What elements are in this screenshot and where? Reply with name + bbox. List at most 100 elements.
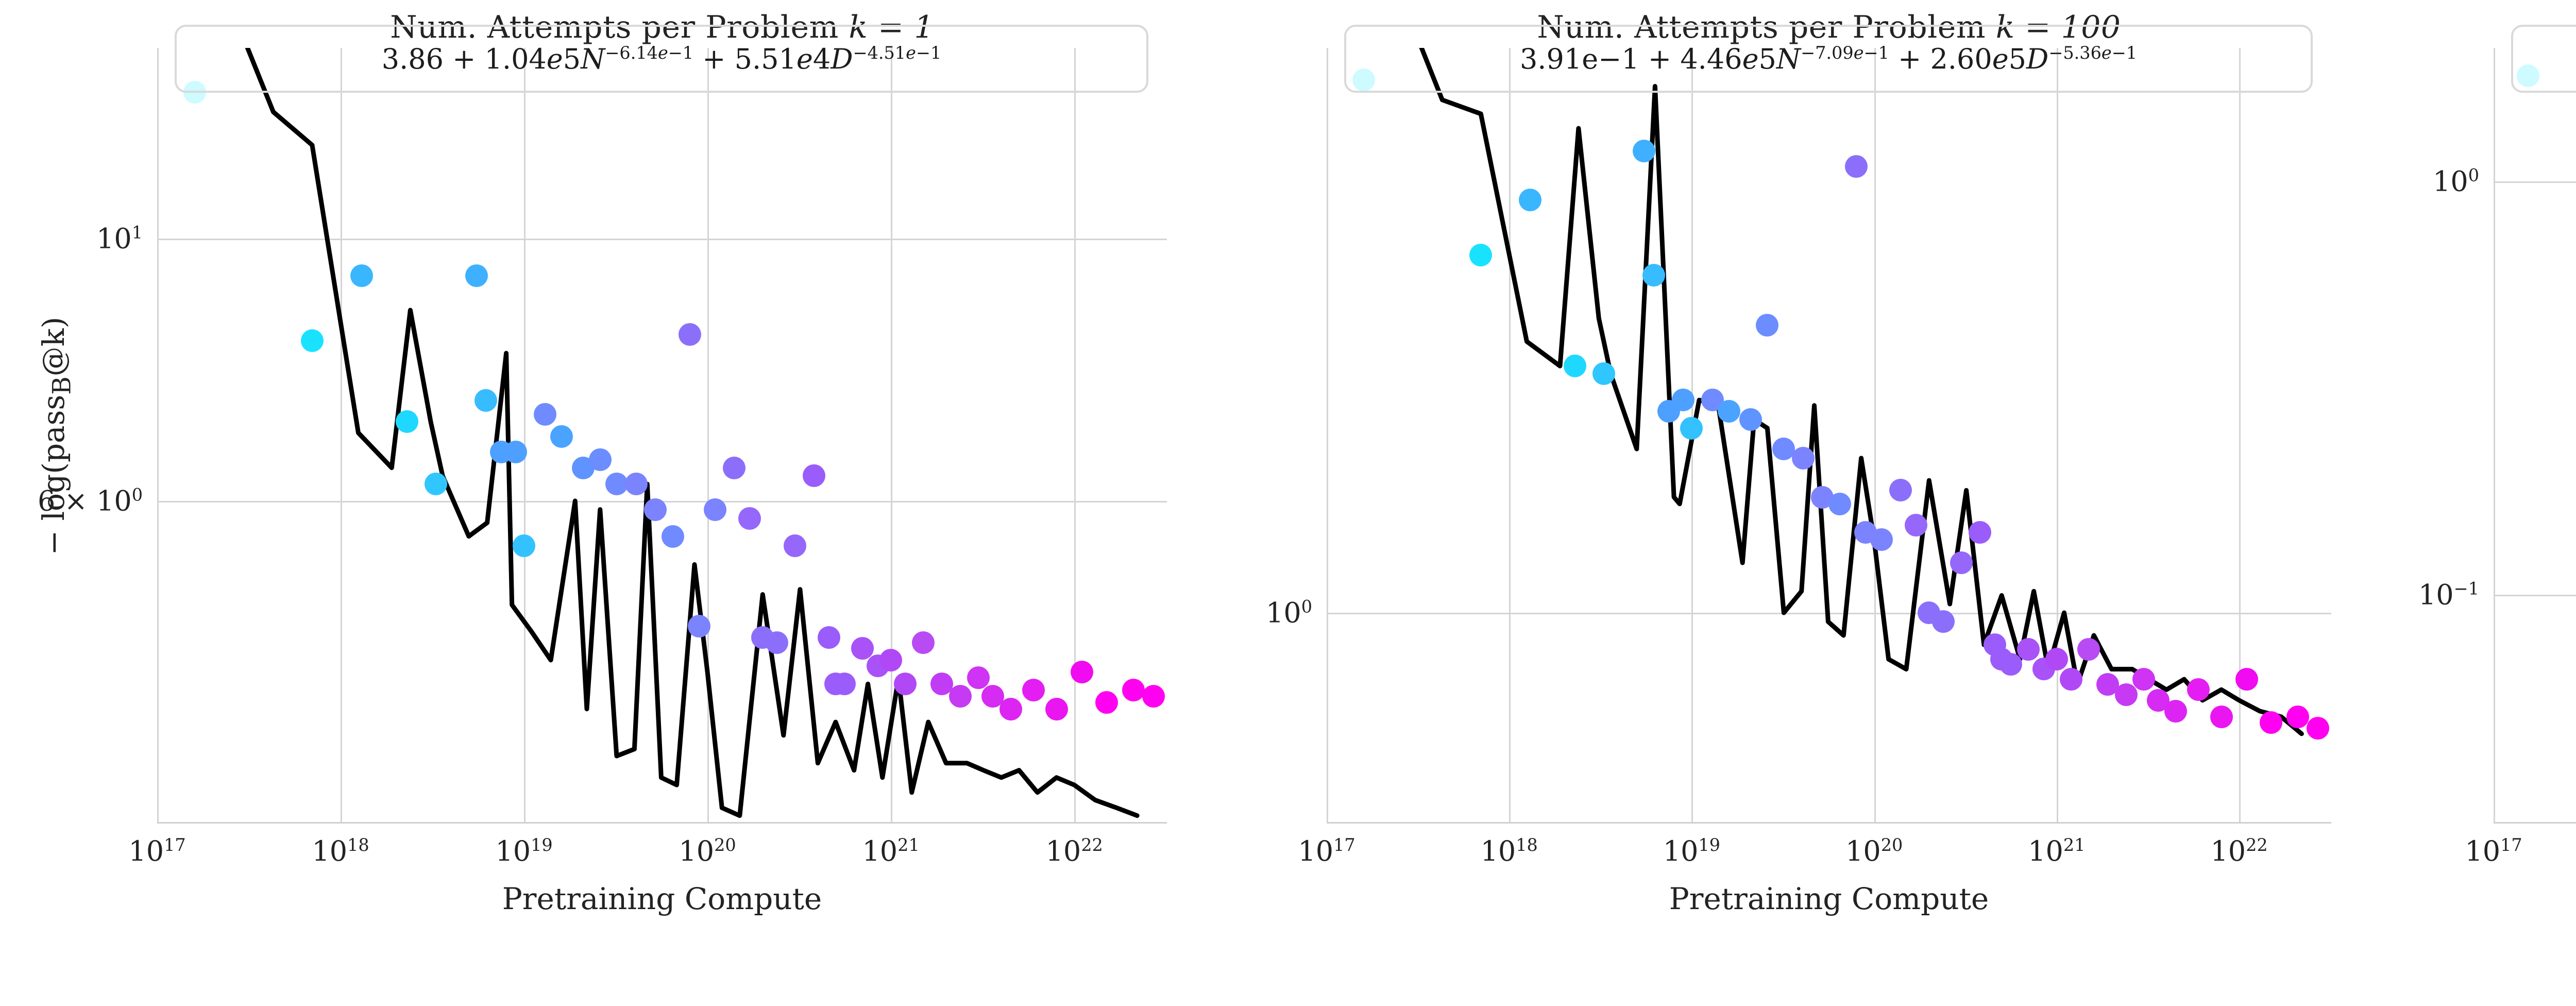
data-point xyxy=(1642,264,1665,287)
data-point xyxy=(2132,668,2155,691)
data-point xyxy=(2045,648,2068,671)
y-tick-label: 100 xyxy=(2432,165,2479,198)
panel-title-k: k = 100 xyxy=(1995,9,2121,45)
data-point xyxy=(723,456,746,479)
data-point xyxy=(588,448,612,472)
data-point xyxy=(949,685,972,708)
data-point xyxy=(818,626,841,649)
data-point xyxy=(504,440,527,463)
data-point xyxy=(1680,416,1703,440)
x-tick-label: 1017 xyxy=(2465,835,2522,867)
x-tick-label: 1022 xyxy=(1045,835,1103,867)
data-point xyxy=(1633,139,1656,162)
data-point xyxy=(783,534,806,557)
data-point xyxy=(1889,479,1912,502)
x-gridline xyxy=(157,48,159,824)
data-point xyxy=(1756,313,1779,337)
x-tick-label: 1019 xyxy=(1663,835,1721,867)
data-point xyxy=(2077,638,2100,661)
y-tick-label: 101 xyxy=(96,222,143,255)
data-point xyxy=(1095,691,1118,714)
data-point xyxy=(465,264,488,288)
x-tick-label: 1021 xyxy=(2028,835,2086,867)
data-point xyxy=(766,631,789,655)
data-point xyxy=(703,498,726,521)
data-point xyxy=(851,637,874,660)
data-point xyxy=(678,323,701,346)
data-point xyxy=(643,498,667,521)
data-point xyxy=(2210,705,2233,728)
data-point xyxy=(550,425,573,448)
x-tick-label: 1019 xyxy=(495,835,553,867)
data-point xyxy=(687,615,710,638)
plot-area-1 xyxy=(157,48,1167,824)
x-gridline xyxy=(2494,48,2495,824)
x-tick-label: 1017 xyxy=(128,835,186,867)
data-point xyxy=(738,507,761,530)
x-tick-label: 1022 xyxy=(2210,835,2268,867)
data-point xyxy=(2059,668,2082,691)
data-point xyxy=(1122,679,1145,702)
x-tick-label: 1020 xyxy=(679,835,736,867)
data-point xyxy=(395,410,418,433)
data-point xyxy=(999,697,1022,720)
data-point xyxy=(533,403,556,426)
x-tick-label: 1018 xyxy=(1480,835,1538,867)
data-point xyxy=(1352,68,1376,91)
x-tick-label: 1018 xyxy=(312,835,369,867)
data-point xyxy=(1142,685,1165,708)
data-point xyxy=(1828,492,1852,515)
panel-title-1: Num. Attempts per Problem k = 1 xyxy=(157,9,1167,45)
panel-title-text: Num. Attempts per Problem xyxy=(390,9,849,45)
data-point xyxy=(2286,705,2310,728)
x-tick-label: 1017 xyxy=(1298,835,1355,867)
data-point xyxy=(662,525,685,548)
data-point xyxy=(1518,189,1541,212)
data-point xyxy=(625,473,648,496)
data-point xyxy=(911,631,935,655)
fit-equation-text: 3.91e−1 + 4.46e5N−7.09e−1 + 2.60e5D−5.36… xyxy=(1519,42,2138,75)
data-point xyxy=(1564,355,1587,378)
fit-equation-box: 3.91e−1 + 4.46e5N−7.09e−1 + 2.60e5D−5.36… xyxy=(1344,25,2313,93)
data-point xyxy=(833,673,856,696)
data-point xyxy=(300,329,324,352)
data-point xyxy=(2235,668,2258,691)
data-point xyxy=(1792,446,1815,470)
data-point xyxy=(1845,155,1868,178)
y-gridline xyxy=(2494,595,2576,597)
data-point xyxy=(1950,551,1973,575)
data-point xyxy=(2306,716,2329,740)
data-point xyxy=(2016,638,2040,661)
data-point xyxy=(1969,521,1991,544)
data-point xyxy=(802,464,825,488)
data-point xyxy=(894,673,917,696)
data-point xyxy=(2187,678,2210,701)
fit-curve xyxy=(2494,48,2576,824)
data-point xyxy=(967,666,990,690)
data-point xyxy=(474,389,498,412)
plot-area-100 xyxy=(1327,48,2331,824)
x-tick-label: 1021 xyxy=(862,835,920,867)
x-axis-label: Pretraining Compute xyxy=(1669,881,1989,916)
panel-title-text: Num. Attempts per Problem xyxy=(1537,9,1996,45)
data-point xyxy=(1870,528,1893,551)
x-axis-label: Pretraining Compute xyxy=(502,881,822,916)
x-tick-label: 1020 xyxy=(1845,835,1903,867)
data-point xyxy=(2260,711,2283,734)
data-point xyxy=(879,648,903,672)
data-point xyxy=(350,264,373,288)
data-point xyxy=(2114,683,2138,707)
data-point xyxy=(1022,679,1045,702)
y-tick-label: 10−1 xyxy=(2418,578,2479,611)
y-gridline xyxy=(2494,181,2576,183)
panel-title-100: Num. Attempts per Problem k = 100 xyxy=(1327,9,2331,45)
data-point xyxy=(1932,610,1955,633)
y-tick-label: 100 xyxy=(1265,596,1312,629)
data-point xyxy=(1672,389,1695,412)
data-point xyxy=(1999,652,2022,676)
data-point xyxy=(1592,362,1615,385)
data-point xyxy=(1070,660,1093,683)
